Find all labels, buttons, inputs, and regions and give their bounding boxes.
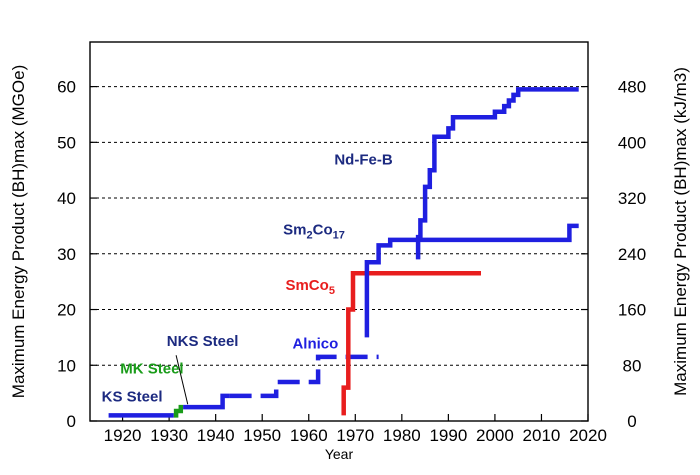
annotation-label: MK Steel <box>120 361 183 378</box>
x-tick-label: 1960 <box>290 426 328 445</box>
y-right-tick-label: 160 <box>618 301 646 320</box>
x-axis-title: Year <box>325 446 354 462</box>
y-right-tick-label: 80 <box>623 356 642 375</box>
annotation-text: Alnico <box>292 336 338 353</box>
x-tick-label: 1930 <box>150 426 188 445</box>
y-left-tick-label: 10 <box>57 356 76 375</box>
x-tick-label: 1940 <box>197 426 235 445</box>
y-left-tick-label: 40 <box>57 189 76 208</box>
annotation-label: KS Steel <box>102 388 163 405</box>
y-left-tick-label: 30 <box>57 245 76 264</box>
x-tick-label: 2000 <box>476 426 514 445</box>
annotation-label: Sm2Co17 <box>283 221 345 241</box>
annotation-label: SmCo5 <box>285 277 334 297</box>
x-tick-label: 1950 <box>243 426 281 445</box>
x-tick-label: 1920 <box>104 426 142 445</box>
annotation-text: KS Steel <box>102 388 163 405</box>
x-tick-label: 1980 <box>383 426 421 445</box>
x-tick-label: 1970 <box>336 426 374 445</box>
ticks-layer: 0 10 20 30 40 50 60 0 80 160 240 320 400 480 1920 1930 1… <box>57 78 646 445</box>
y-right-tick-label: 240 <box>618 245 646 264</box>
plot-frame <box>89 41 589 422</box>
y-left-tick-label: 50 <box>57 133 76 152</box>
series-sm2co17 <box>364 223 579 338</box>
annotation-text: SmCo <box>285 277 328 294</box>
grid-layer <box>90 86 588 366</box>
y-axis-title-right: Maximum Energy Product (BH)max (kJ/m3) <box>671 67 690 396</box>
series-smco5 <box>341 271 481 416</box>
series-mk-steel <box>173 404 184 418</box>
y-right-tick-label: 400 <box>618 133 646 152</box>
annotation-subscript: 17 <box>333 229 345 241</box>
series-nks-steel <box>183 393 230 410</box>
title-layer: Year Maximum Energy Product (BH)max (MGOe… <box>9 65 690 462</box>
annotation-label: NKS Steel <box>167 333 239 350</box>
annotation-label: Nd-Fe-B <box>334 152 392 169</box>
y-left-tick-label: 20 <box>57 301 76 320</box>
x-tick-label: 2010 <box>523 426 561 445</box>
series-nd-fe-b <box>415 87 579 260</box>
annotation-label: Alnico <box>292 336 338 353</box>
y-axis-title-left: Maximum Energy Product (BH)max (MGOe) <box>9 65 28 398</box>
annotation-subscript: 2 <box>306 229 312 241</box>
annotation-text: Sm <box>283 221 306 238</box>
y-right-tick-label: 320 <box>618 189 646 208</box>
y-left-tick-label: 0 <box>67 412 76 431</box>
y-left-tick-label: 60 <box>57 78 76 97</box>
nks-steel-leader-line <box>175 355 189 405</box>
annotation-text: Nd-Fe-B <box>334 152 392 169</box>
annotation-text: NKS Steel <box>167 333 239 350</box>
y-right-tick-label: 0 <box>627 412 636 431</box>
series-layer <box>108 87 579 418</box>
x-tick-label: 1990 <box>429 426 467 445</box>
y-right-tick-label: 480 <box>618 78 646 97</box>
annotation-subscript: 5 <box>329 285 335 297</box>
annotation-text: MK Steel <box>120 361 183 378</box>
annotation-text: Co <box>313 221 333 238</box>
series-alnico <box>229 354 379 399</box>
x-tick-label: 2020 <box>569 426 607 445</box>
